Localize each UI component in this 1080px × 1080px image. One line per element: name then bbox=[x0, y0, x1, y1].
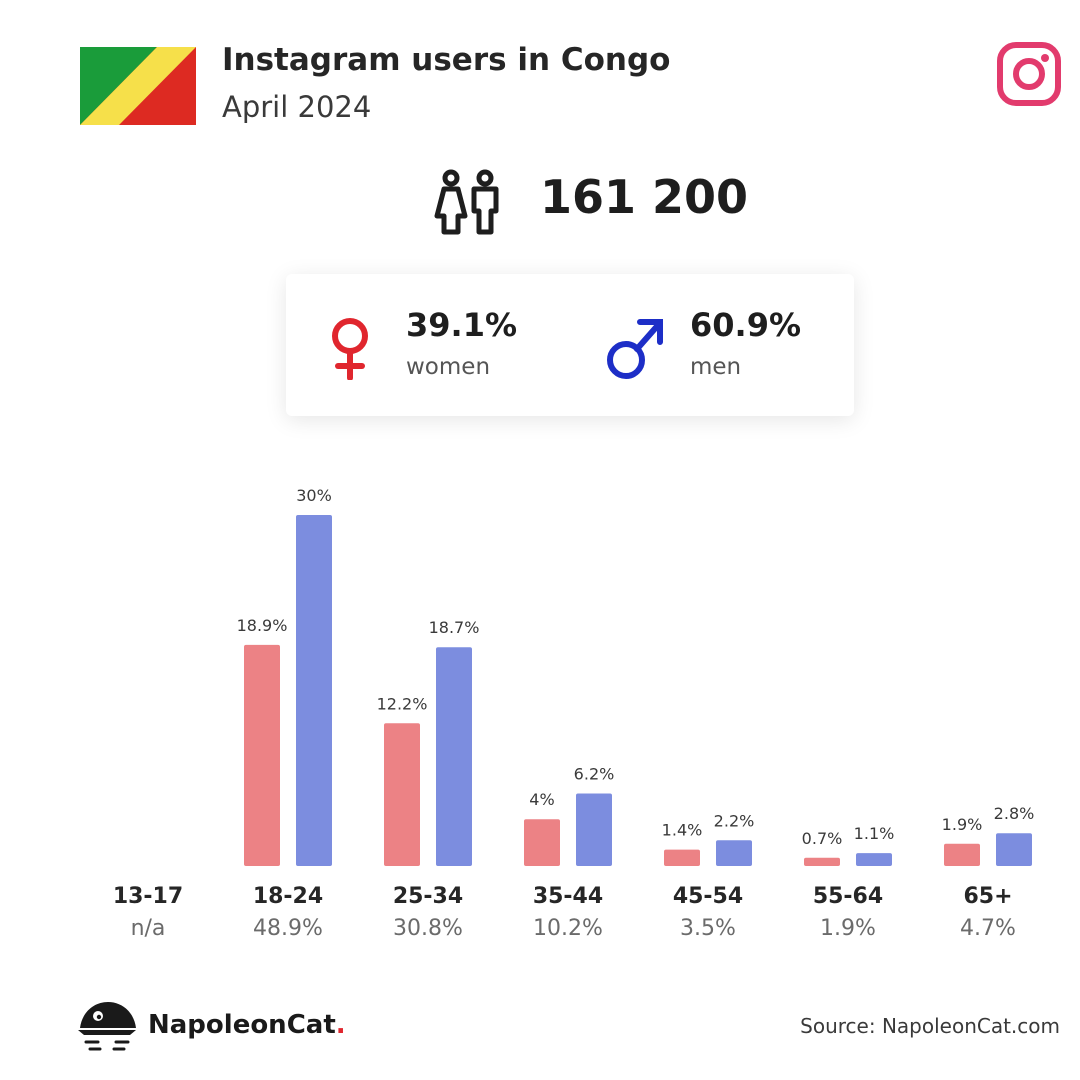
data-label-women-55-64: 0.7% bbox=[802, 829, 843, 848]
bar-men-65+ bbox=[996, 833, 1032, 866]
data-label-men-65+: 2.8% bbox=[994, 804, 1035, 823]
male-symbol-icon bbox=[607, 319, 663, 379]
age-group-label: 45-54 bbox=[672, 884, 744, 909]
congo-flag-icon bbox=[80, 47, 196, 125]
age-group-label: 13-17 bbox=[112, 884, 184, 909]
data-label-women-65+: 1.9% bbox=[942, 815, 983, 834]
bar-women-25-34 bbox=[384, 723, 420, 866]
age-group-label: 35-44 bbox=[532, 884, 604, 909]
bar-men-45-54 bbox=[716, 840, 752, 866]
bar-women-65+ bbox=[944, 843, 980, 866]
data-label-women-18-24: 18.9% bbox=[237, 616, 288, 635]
gender-split-card: 39.1% women 60.9% men bbox=[286, 274, 854, 416]
brand-dot: . bbox=[335, 1010, 346, 1040]
data-label-men-25-34: 18.7% bbox=[429, 618, 480, 637]
source-credit: Source: NapoleonCat.com bbox=[800, 1014, 1060, 1038]
bar-women-55-64 bbox=[804, 857, 840, 866]
age-group-total: n/a bbox=[130, 916, 166, 941]
data-label-men-35-44: 6.2% bbox=[574, 764, 615, 783]
age-group-total: 1.9% bbox=[820, 916, 876, 941]
age-group-label: 18-24 bbox=[252, 884, 324, 909]
age-gender-bar-chart: 18.9% 30% 12.2% 18.7% 4% 6.2% 1.4% 2.2% 0.7% 1.1%… bbox=[237, 486, 1035, 866]
total-users: 161 200 bbox=[540, 170, 749, 224]
data-label-men-55-64: 1.1% bbox=[854, 824, 895, 843]
men-label: men bbox=[690, 354, 742, 380]
page-subtitle: April 2024 bbox=[222, 90, 372, 124]
page-title: Instagram users in Congo bbox=[222, 42, 671, 78]
brand-name: NapoleonCat. bbox=[148, 1010, 346, 1040]
bar-women-45-54 bbox=[664, 849, 700, 866]
age-group-label: 25-34 bbox=[392, 884, 464, 909]
napoleoncat-logo-icon bbox=[78, 1002, 136, 1051]
age-group-total: 30.8% bbox=[393, 916, 463, 941]
age-group-total: 10.2% bbox=[533, 916, 603, 941]
age-group-total: 48.9% bbox=[253, 916, 323, 941]
bar-men-35-44 bbox=[576, 793, 612, 866]
bar-men-25-34 bbox=[436, 647, 472, 866]
age-group-total: 3.5% bbox=[680, 916, 736, 941]
data-label-women-25-34: 12.2% bbox=[377, 694, 428, 713]
data-label-women-35-44: 4% bbox=[529, 790, 554, 809]
bar-men-55-64 bbox=[856, 853, 892, 866]
data-label-women-45-54: 1.4% bbox=[662, 821, 703, 840]
instagram-icon bbox=[997, 42, 1061, 106]
age-group-total: 4.7% bbox=[960, 916, 1016, 941]
women-label: women bbox=[406, 354, 491, 380]
age-group-label: 55-64 bbox=[812, 884, 884, 909]
bar-men-18-24 bbox=[296, 515, 332, 866]
men-percentage: 60.9% bbox=[690, 306, 802, 344]
data-label-men-45-54: 2.2% bbox=[714, 811, 755, 830]
brand-text: NapoleonCat bbox=[148, 1010, 336, 1040]
age-group-label: 65+ bbox=[963, 884, 1013, 909]
female-symbol-icon bbox=[332, 318, 368, 380]
bar-women-35-44 bbox=[524, 819, 560, 866]
women-percentage: 39.1% bbox=[406, 306, 518, 344]
data-label-men-18-24: 30% bbox=[296, 486, 332, 505]
people-icon bbox=[434, 169, 499, 235]
bar-women-18-24 bbox=[244, 644, 280, 866]
